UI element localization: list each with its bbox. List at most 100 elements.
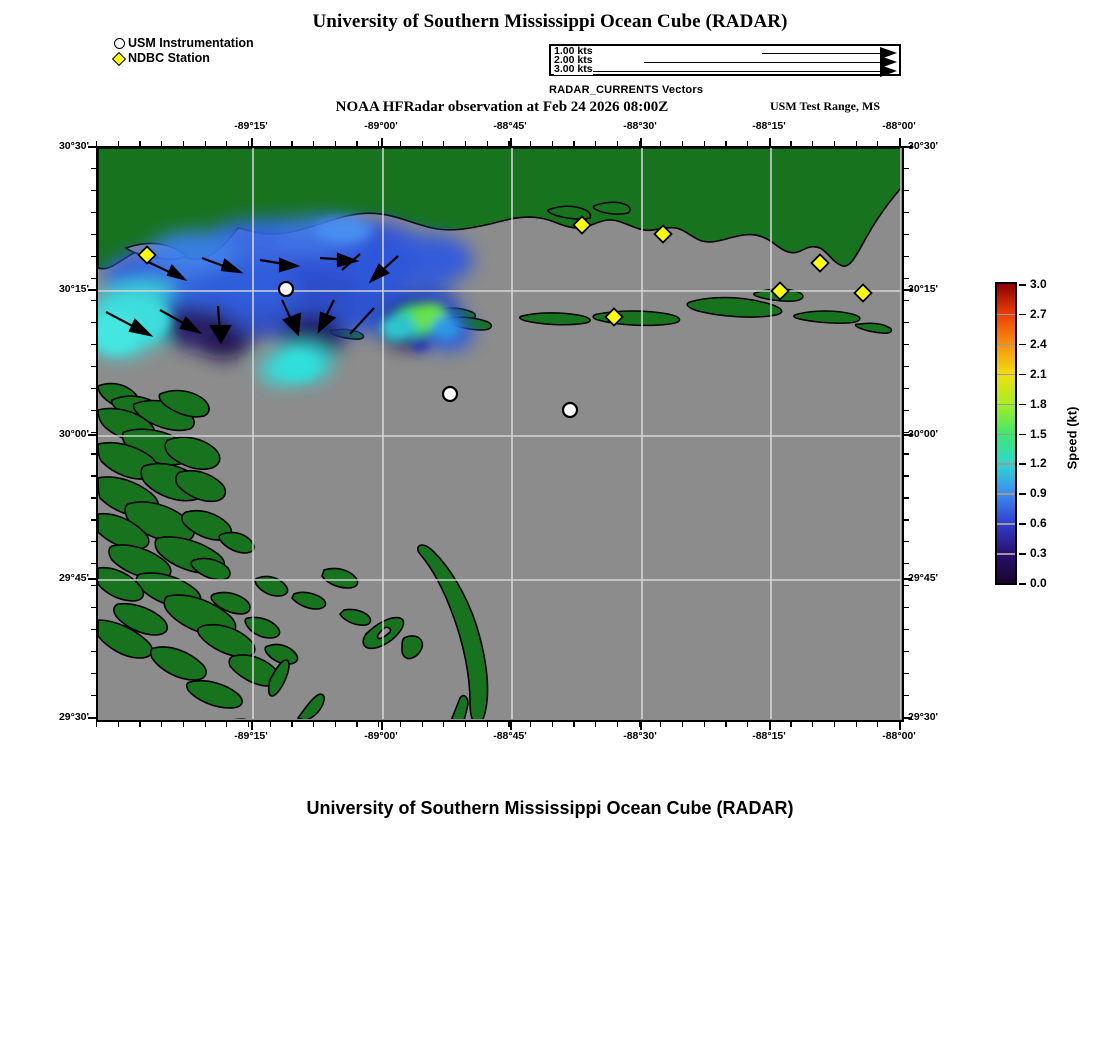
tick-top bbox=[855, 141, 857, 146]
colorbar-separator bbox=[997, 373, 1015, 376]
tick-top bbox=[421, 141, 423, 146]
grid-lines bbox=[98, 148, 901, 719]
lat-label-right: 30°00' bbox=[908, 428, 939, 440]
tick-right bbox=[904, 475, 909, 477]
colorbar-separator bbox=[997, 463, 1015, 465]
map-container[interactable]: -89°15' -89°15' -89°00' -89°00' -88°45' -88°4… bbox=[59, 120, 938, 742]
tick-top bbox=[96, 141, 98, 146]
tick-right bbox=[904, 585, 909, 587]
colorbar[interactable]: 3.0 2.7 2.4 2.1 1.8 1.5 1.2 0.9 0.6 0.3 0.0 Speed … bbox=[990, 277, 1100, 598]
tick-major-right bbox=[904, 146, 912, 148]
tick-right bbox=[904, 519, 909, 521]
tick-major-left bbox=[88, 717, 96, 719]
tick-left bbox=[91, 321, 96, 323]
colorbar-tick-label: 3.0 bbox=[1030, 277, 1047, 291]
tick-left bbox=[91, 167, 96, 170]
map-canvas[interactable] bbox=[98, 148, 901, 719]
tick-left bbox=[91, 541, 96, 543]
small-island-mid bbox=[267, 659, 290, 697]
colorbar-tick bbox=[1019, 523, 1026, 525]
chandeleur-north bbox=[417, 544, 489, 719]
current-vector bbox=[368, 255, 399, 284]
colorbar-separator bbox=[997, 523, 1015, 525]
tick-bottom bbox=[660, 722, 662, 727]
tick-top bbox=[486, 141, 488, 146]
tick-major-top bbox=[510, 138, 512, 146]
colorbar-gradient[interactable] bbox=[995, 282, 1017, 585]
tick-major-right bbox=[904, 717, 912, 719]
tick-top bbox=[356, 141, 358, 146]
chandeleur-mid bbox=[450, 694, 469, 719]
current-vector bbox=[159, 309, 203, 334]
north-spit-a bbox=[547, 205, 592, 220]
tick-bottom bbox=[117, 722, 119, 727]
lon-label-top: -88°00' bbox=[882, 120, 916, 132]
vector-head-3 bbox=[880, 65, 897, 77]
colorbar-tick-label: 0.9 bbox=[1030, 486, 1047, 501]
tick-right bbox=[904, 233, 909, 236]
tick-major-left bbox=[88, 289, 96, 291]
tick-major-bottom bbox=[640, 722, 642, 730]
colorbar-tick-label: 0.0 bbox=[1030, 576, 1047, 590]
ndbc-station-marker bbox=[653, 224, 673, 244]
tick-major-bottom bbox=[899, 722, 901, 730]
tick-left bbox=[91, 519, 96, 521]
tick-right bbox=[904, 211, 909, 214]
tick-top bbox=[161, 141, 163, 146]
tick-right bbox=[904, 299, 909, 301]
tick-top bbox=[833, 141, 836, 146]
tick-top bbox=[399, 141, 402, 146]
colorbar-tick bbox=[1019, 313, 1026, 316]
tick-top bbox=[443, 141, 445, 146]
map-frame[interactable] bbox=[96, 146, 904, 722]
tick-bottom bbox=[161, 722, 163, 727]
colorbar-separator bbox=[997, 313, 1015, 316]
circle-icon bbox=[110, 38, 128, 49]
colorbar-tick-label: 2.4 bbox=[1030, 336, 1047, 351]
tick-major-top bbox=[769, 138, 771, 146]
tick-major-left bbox=[88, 146, 96, 148]
current-vector bbox=[317, 299, 337, 334]
tick-bottom bbox=[681, 722, 684, 727]
colorbar-separator bbox=[997, 433, 1015, 436]
vector-scale-label-3: 3.00 kts bbox=[554, 63, 593, 75]
tick-right bbox=[904, 651, 909, 653]
tick-right bbox=[904, 189, 909, 192]
lat-label-left: 30°00' bbox=[58, 428, 89, 440]
colorbar-separator bbox=[997, 493, 1015, 495]
current-vector bbox=[209, 305, 232, 345]
tick-right bbox=[904, 365, 909, 367]
colorbar-tick-label: 1.8 bbox=[1030, 396, 1047, 411]
lat-label-right: 30°30' bbox=[908, 140, 939, 152]
tick-top bbox=[464, 141, 467, 146]
tick-right bbox=[904, 431, 909, 433]
lat-label-right: 30°15' bbox=[908, 283, 939, 295]
tick-top bbox=[334, 141, 336, 146]
observation-subtitle: NOAA HFRadar observation at Feb 24 2026 … bbox=[335, 99, 669, 115]
tick-left bbox=[91, 343, 96, 345]
tick-bottom bbox=[530, 722, 532, 727]
current-vector bbox=[201, 256, 244, 274]
ndbc-stations bbox=[137, 215, 873, 327]
colorbar-tick-label: 2.1 bbox=[1030, 366, 1047, 381]
colorbar-tick-label: 2.7 bbox=[1030, 306, 1047, 321]
colorbar-tick-label: 0.6 bbox=[1030, 516, 1047, 531]
tick-bottom bbox=[812, 722, 814, 727]
tick-left bbox=[91, 475, 96, 477]
islet-east-b bbox=[854, 322, 893, 334]
usm-instrument-marker bbox=[441, 385, 459, 403]
tick-bottom bbox=[508, 722, 510, 727]
vector-scale-row-3: 3.00 kts bbox=[551, 63, 899, 77]
tick-top bbox=[681, 141, 684, 146]
tick-left bbox=[91, 453, 96, 455]
page-title: University of Southern Mississippi Ocean… bbox=[312, 11, 788, 32]
tick-right bbox=[904, 453, 909, 455]
tick-left bbox=[91, 673, 96, 675]
bottom-title: University of Southern Mississippi Ocean… bbox=[306, 798, 794, 818]
tick-bottom bbox=[595, 722, 597, 727]
tick-top bbox=[508, 141, 510, 146]
tick-left bbox=[91, 563, 96, 565]
tick-right bbox=[904, 673, 909, 675]
tick-bottom bbox=[443, 722, 445, 727]
tick-right bbox=[904, 409, 909, 411]
